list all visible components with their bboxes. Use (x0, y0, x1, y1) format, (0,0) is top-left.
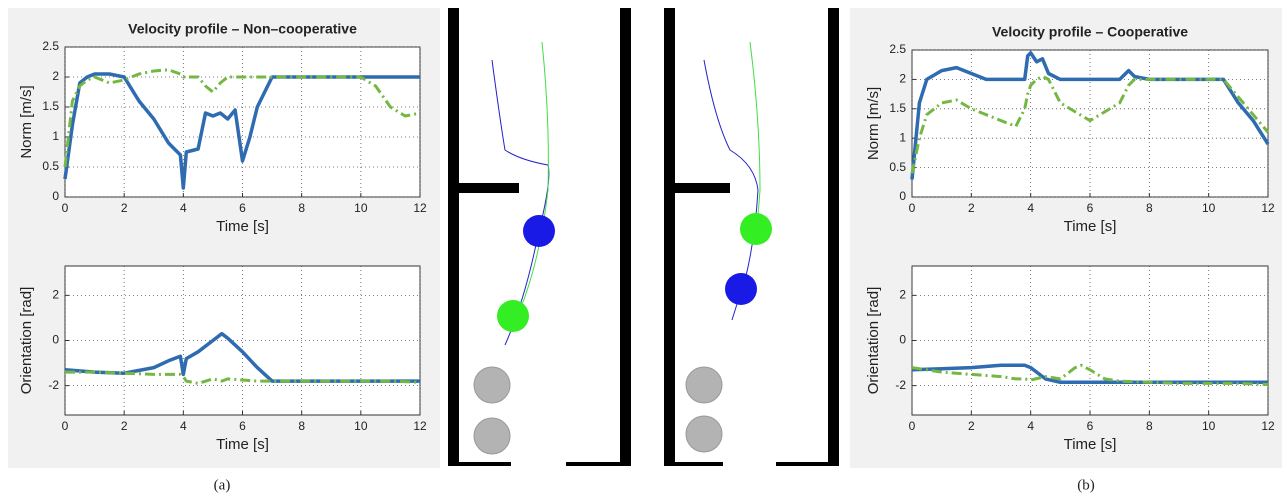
y-tick-label: 1.5 (42, 99, 59, 113)
x-tick-label: 10 (1202, 419, 1216, 433)
obstacle (686, 416, 722, 452)
wall (664, 8, 675, 466)
y-tick-label: 2 (899, 72, 906, 86)
x-tick-label: 4 (180, 201, 187, 215)
y-tick-label: 0 (52, 189, 59, 203)
x-tick-label: 8 (1146, 419, 1153, 433)
trajectory (750, 42, 760, 235)
x-tick-label: 2 (968, 419, 975, 433)
x-tick-label: 12 (1261, 419, 1275, 433)
x-tick-label: 10 (354, 201, 368, 215)
x-tick-label: 12 (413, 201, 427, 215)
obstacle (474, 367, 510, 403)
x-tick-label: 6 (1087, 201, 1094, 215)
chart-title: Velocity profile – Non–cooperative (128, 21, 357, 37)
x-tick-label: 6 (1087, 419, 1094, 433)
wall (566, 462, 620, 466)
x-tick-label: 8 (1146, 201, 1153, 215)
y-axis-label: Norm [m/s] (865, 87, 882, 160)
obstacle (686, 367, 722, 403)
wall (448, 8, 459, 466)
x-axis-label: Time [s] (216, 218, 269, 235)
caption: (b) (1077, 477, 1095, 493)
y-tick-label: 0 (52, 333, 59, 347)
plot-area (65, 266, 420, 415)
x-axis-label: Time [s] (1064, 436, 1117, 453)
x-tick-label: 8 (298, 201, 305, 215)
x-tick-label: 0 (62, 201, 69, 215)
plot-area (912, 266, 1268, 415)
y-tick-label: 0 (899, 333, 906, 347)
obstacle (474, 418, 510, 454)
robot (725, 273, 757, 305)
x-tick-label: 2 (968, 201, 975, 215)
wall (776, 462, 828, 466)
wall (620, 8, 631, 466)
x-tick-label: 10 (354, 419, 368, 433)
x-tick-label: 6 (239, 419, 246, 433)
x-tick-label: 2 (121, 419, 128, 433)
robot (740, 213, 772, 245)
x-tick-label: 0 (909, 201, 916, 215)
wall (675, 183, 730, 193)
x-tick-label: 8 (298, 419, 305, 433)
y-tick-label: 0.5 (42, 159, 59, 173)
y-tick-label: 2.5 (889, 42, 906, 56)
y-tick-label: -2 (48, 378, 59, 392)
wall (459, 462, 511, 466)
x-tick-label: 2 (121, 201, 128, 215)
x-tick-label: 4 (1027, 419, 1034, 433)
x-axis-label: Time [s] (216, 436, 269, 453)
y-tick-label: 1.5 (889, 101, 906, 115)
x-tick-label: 0 (62, 419, 69, 433)
y-tick-label: 2 (899, 288, 906, 302)
y-axis-label: Norm [m/s] (18, 85, 35, 158)
y-tick-label: -2 (895, 378, 906, 392)
robot (497, 300, 529, 332)
x-tick-label: 0 (909, 419, 916, 433)
y-tick-label: 1 (899, 130, 906, 144)
x-tick-label: 12 (413, 419, 427, 433)
x-axis-label: Time [s] (1064, 218, 1117, 235)
y-tick-label: 0 (899, 189, 906, 203)
caption: (a) (214, 477, 231, 493)
scene-a (448, 8, 631, 466)
x-tick-label: 10 (1202, 201, 1216, 215)
x-tick-label: 12 (1261, 201, 1275, 215)
chart-title: Velocity profile – Cooperative (992, 24, 1188, 40)
y-tick-label: 1 (52, 129, 59, 143)
x-tick-label: 4 (1027, 201, 1034, 215)
x-tick-label: 4 (180, 419, 187, 433)
figure: (a) (b) 02468101200.511.522.5Velocity pr… (0, 0, 1288, 499)
y-tick-label: 2.5 (42, 39, 59, 53)
trajectory (520, 42, 548, 310)
wall (459, 183, 519, 193)
robot (523, 215, 555, 247)
wall (675, 462, 723, 466)
scene-b (664, 8, 839, 466)
plot-area (65, 47, 420, 197)
y-tick-label: 2 (52, 288, 59, 302)
wall (828, 8, 839, 466)
y-tick-label: 2 (52, 69, 59, 83)
y-axis-label: Orientation [rad] (865, 287, 882, 395)
x-tick-label: 6 (239, 201, 246, 215)
y-tick-label: 0.5 (889, 160, 906, 174)
y-axis-label: Orientation [rad] (18, 287, 35, 395)
